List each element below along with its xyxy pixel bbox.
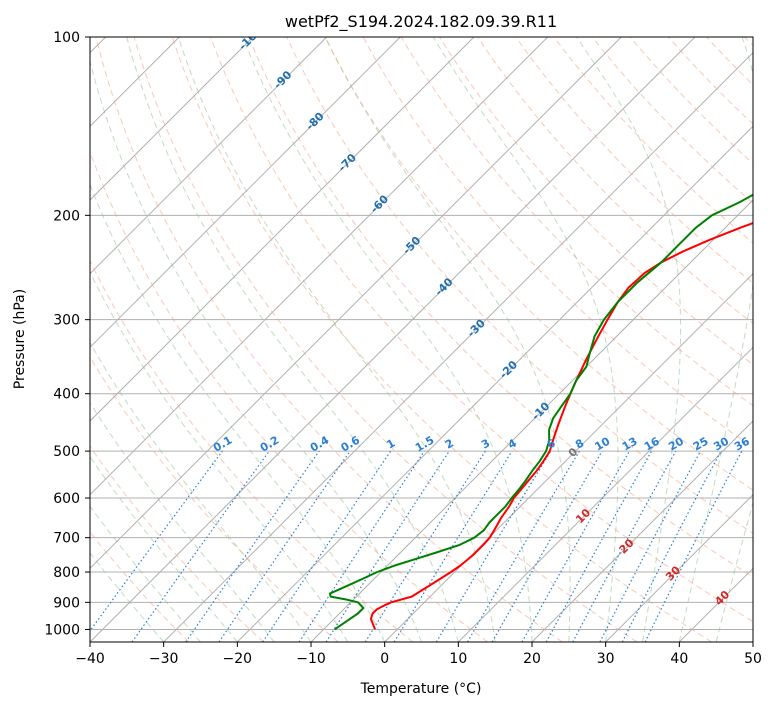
x-tick-label: 50 — [744, 651, 762, 667]
isotherm--60 — [90, 37, 549, 496]
mixing-ratio-line — [521, 450, 631, 642]
y-tick-label: 600 — [53, 491, 80, 507]
mixing-ratio-line — [393, 450, 513, 642]
mixing-ratio-lines — [90, 450, 743, 642]
isotherm--90 — [90, 37, 328, 275]
x-tick-label: −40 — [75, 651, 105, 667]
mixing-ratio-line — [90, 450, 223, 632]
mixing-ratio-line — [572, 450, 677, 642]
y-axis-ticks: 100 200 300 400 500 600 700 800 900 1000 — [44, 30, 90, 638]
profile-series — [328, 193, 753, 631]
dewpoint-profile-line — [328, 193, 753, 631]
dry-adiabats — [90, 37, 753, 642]
x-axis-ticks: −40 −30 −20 −10 0 10 20 30 40 50 — [75, 642, 762, 667]
plot-frame — [89, 36, 754, 643]
dry-adiabat-line — [629, 37, 753, 165]
chart-title: wetPf2_S194.2024.182.09.39.R11 — [285, 12, 557, 32]
isotherm--70 — [90, 37, 475, 422]
x-tick-label: 10 — [449, 651, 467, 667]
y-tick-label: 500 — [53, 444, 80, 460]
isotherm-30 — [605, 493, 753, 642]
mixing-ratio-line — [131, 450, 270, 642]
dry-adiabat-line — [95, 37, 563, 642]
moist-adiabat-line — [242, 37, 533, 642]
moist-adiabat-line — [715, 500, 753, 642]
moist-adiabat-line — [90, 183, 386, 642]
dry-adiabat-line — [515, 37, 753, 284]
isotherm--80 — [90, 37, 401, 349]
mixing-ratio-line — [491, 450, 603, 642]
dry-adiabat-line — [324, 37, 753, 491]
isotherm-10 — [457, 346, 753, 642]
y-tick-label: 200 — [53, 208, 80, 224]
y-tick-label: 800 — [53, 565, 80, 581]
moist-adiabat-line — [678, 37, 753, 642]
x-tick-label: −10 — [296, 651, 326, 667]
mixing-ratio-line — [185, 450, 320, 642]
dry-adiabat-line — [591, 37, 753, 204]
isotherm--50 — [90, 37, 622, 570]
dry-adiabat-line — [477, 37, 753, 325]
mixing-ratio-line — [435, 450, 552, 642]
y-tick-label: 300 — [53, 313, 80, 329]
horizontal-gridlines — [90, 37, 753, 630]
y-axis-label: Pressure (hPa) — [12, 289, 28, 389]
moist-adiabat-line — [126, 37, 459, 642]
x-tick-label: 20 — [523, 651, 541, 667]
x-tick-label: 30 — [597, 651, 615, 667]
x-tick-label: −30 — [149, 651, 179, 667]
moist-adiabat-line — [90, 270, 349, 642]
isotherm-20 — [531, 420, 753, 642]
isotherm--100 — [90, 37, 254, 201]
dry-adiabat-line — [248, 37, 753, 578]
mixing-ratio-line — [218, 450, 351, 642]
dry-adiabat-line — [90, 445, 264, 642]
moist-adiabat-line — [90, 401, 275, 642]
mixing-ratio-line — [466, 450, 580, 642]
x-axis-label: Temperature (°C) — [360, 681, 482, 697]
mixing-ratio-line — [325, 450, 450, 642]
moist-adiabat-line — [90, 505, 201, 642]
isotherm--20 — [236, 125, 753, 642]
dry-adiabat-line — [400, 37, 753, 407]
y-tick-label: 400 — [53, 387, 80, 403]
moist-adiabat-line — [432, 37, 619, 642]
x-tick-label: 0 — [380, 651, 389, 667]
temperature-profile-line — [369, 222, 753, 630]
x-tick-label: 40 — [670, 651, 688, 667]
moist-adiabat-line — [576, 37, 682, 642]
mixing-ratio-line — [545, 450, 653, 642]
moist-adiabat-line — [90, 59, 422, 642]
y-tick-label: 700 — [53, 531, 80, 547]
y-tick-label: 900 — [53, 595, 80, 611]
y-tick-label: 100 — [53, 30, 80, 46]
x-tick-label: −20 — [223, 651, 253, 667]
isotherm--30 — [163, 51, 753, 642]
moist-adiabat-line — [90, 455, 238, 642]
dry-adiabat-line — [362, 37, 753, 449]
moist-adiabat-line — [324, 37, 571, 642]
dry-adiabat-line — [90, 259, 414, 642]
isotherm--40 — [90, 37, 696, 642]
y-tick-label: 1000 — [44, 622, 80, 638]
dry-adiabat-line — [171, 37, 712, 642]
dry-adiabat-line — [210, 37, 753, 623]
mixing-ratio-line — [364, 450, 486, 642]
dry-adiabat-line — [133, 37, 638, 642]
